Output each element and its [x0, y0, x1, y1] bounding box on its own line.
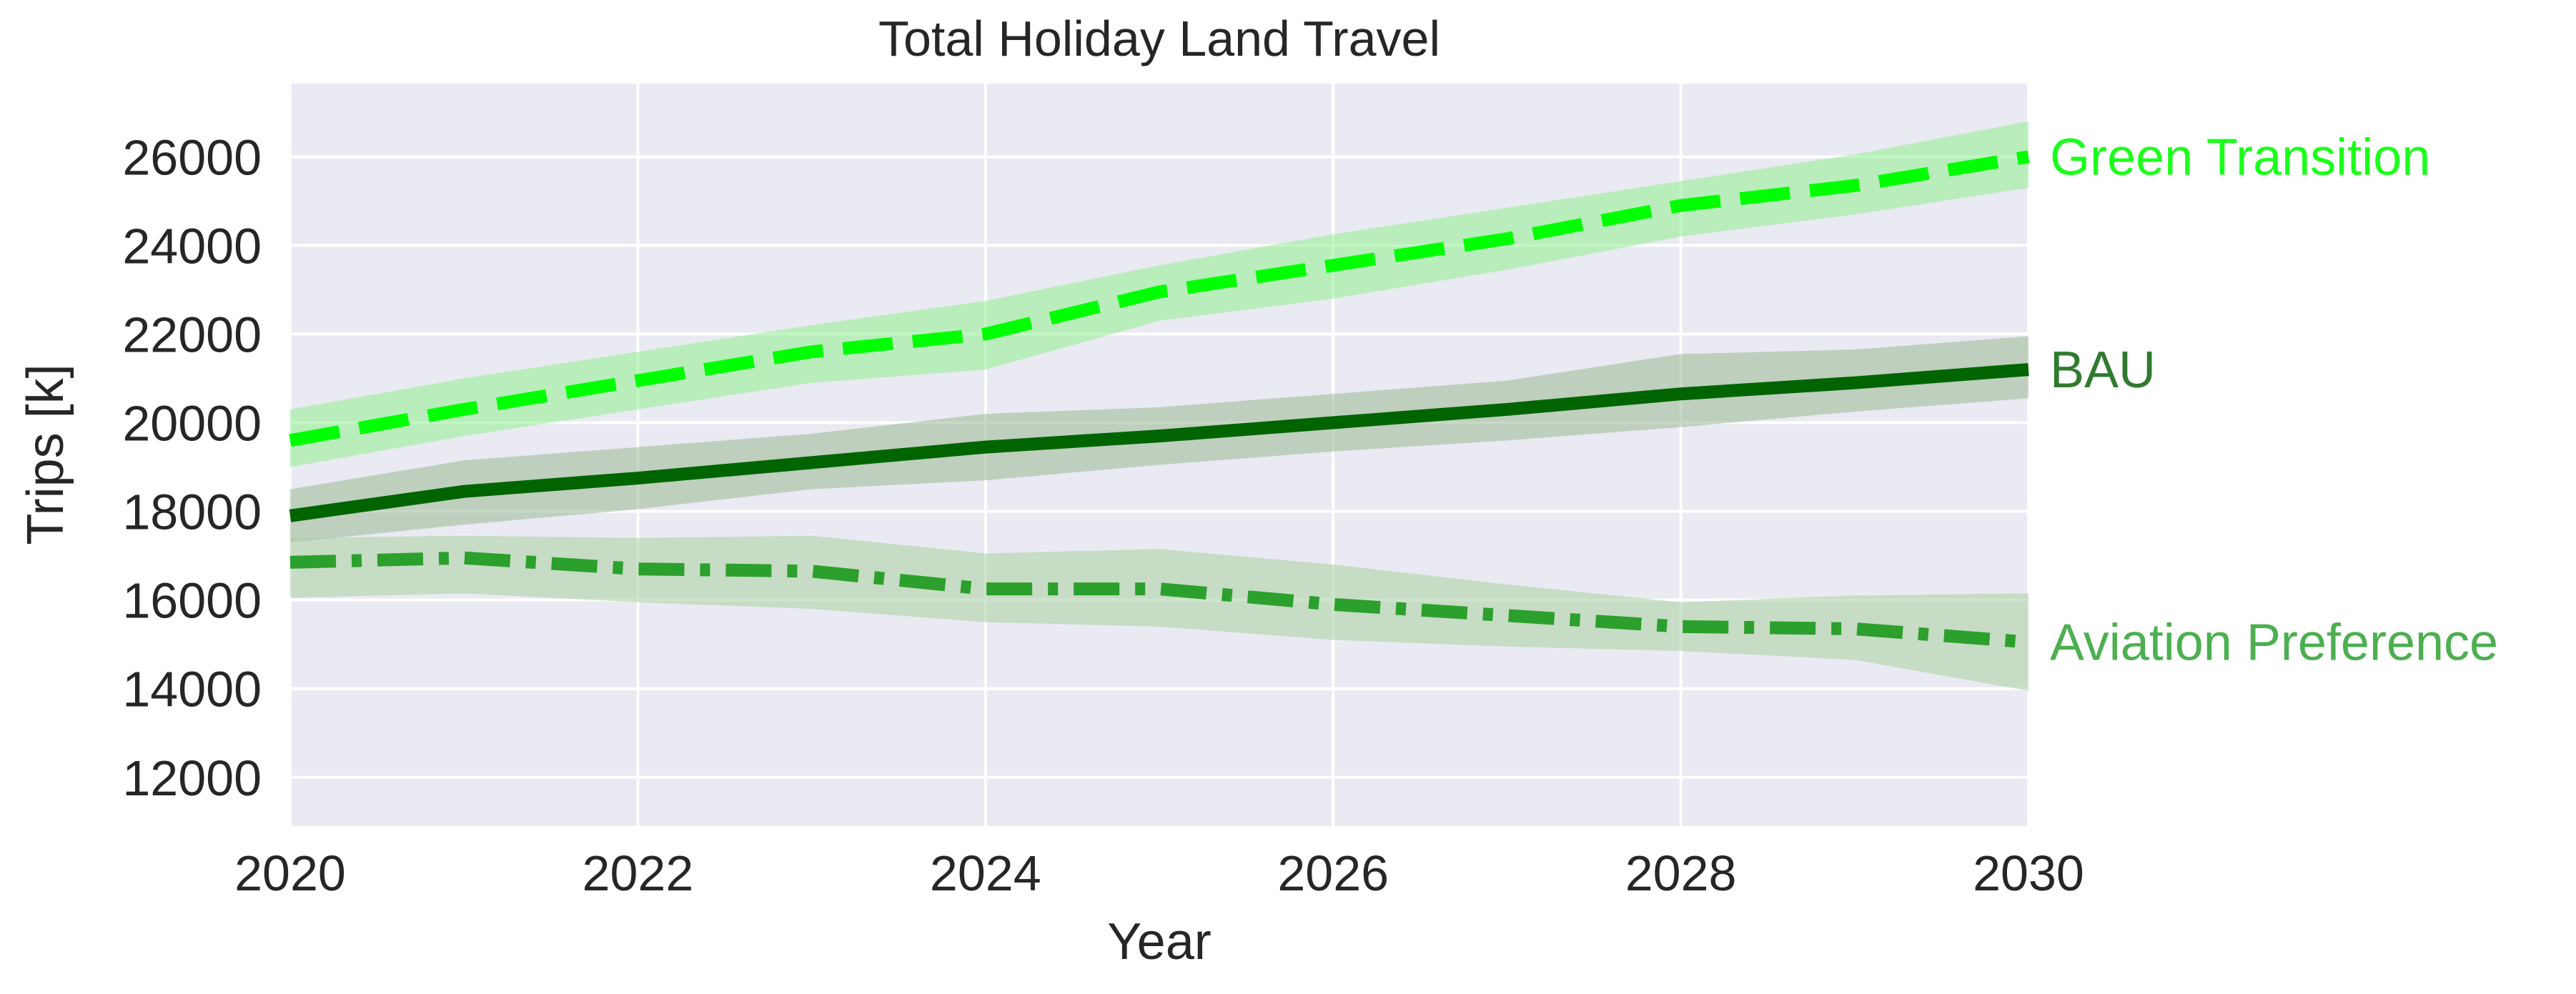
y-tick-label: 20000: [122, 396, 262, 452]
series-labels: Green Transition BAU Aviation Preference: [2050, 129, 2498, 671]
x-tick-label: 2030: [1973, 845, 2084, 901]
series-line: [289, 551, 2029, 649]
y-axis-label: Trips [k]: [17, 364, 74, 545]
y-tick-label: 14000: [122, 662, 262, 717]
x-tick-label: 2026: [1277, 845, 1389, 901]
x-tick-label: 2028: [1625, 845, 1737, 901]
series-line: [289, 363, 2029, 522]
series-line: [289, 150, 2030, 447]
y-tick-label: 16000: [122, 573, 262, 629]
confidence-band: [290, 535, 2028, 691]
y-tick-label: 12000: [122, 750, 262, 806]
x-axis-label: Year: [1107, 913, 1211, 970]
x-tick-label: 2020: [234, 845, 346, 901]
series-label: Aviation Preference: [2050, 615, 2498, 672]
x-axis-ticks: 2020 2022 2024 2026 2028 2030: [234, 845, 2084, 901]
y-axis-ticks: 12000 14000 16000 18000 20000 22000 24000 26000: [122, 129, 262, 805]
x-tick-label: 2022: [583, 845, 694, 901]
series-label: Green Transition: [2050, 129, 2430, 186]
y-tick-label: 22000: [122, 307, 262, 362]
series-lines: [289, 150, 2030, 649]
x-tick-label: 2024: [930, 845, 1041, 901]
y-tick-label: 26000: [122, 129, 262, 185]
y-tick-label: 24000: [122, 218, 262, 274]
chart-title: Total Holiday Land Travel: [878, 11, 1440, 66]
series-label: BAU: [2050, 342, 2156, 399]
y-tick-label: 18000: [122, 484, 262, 540]
